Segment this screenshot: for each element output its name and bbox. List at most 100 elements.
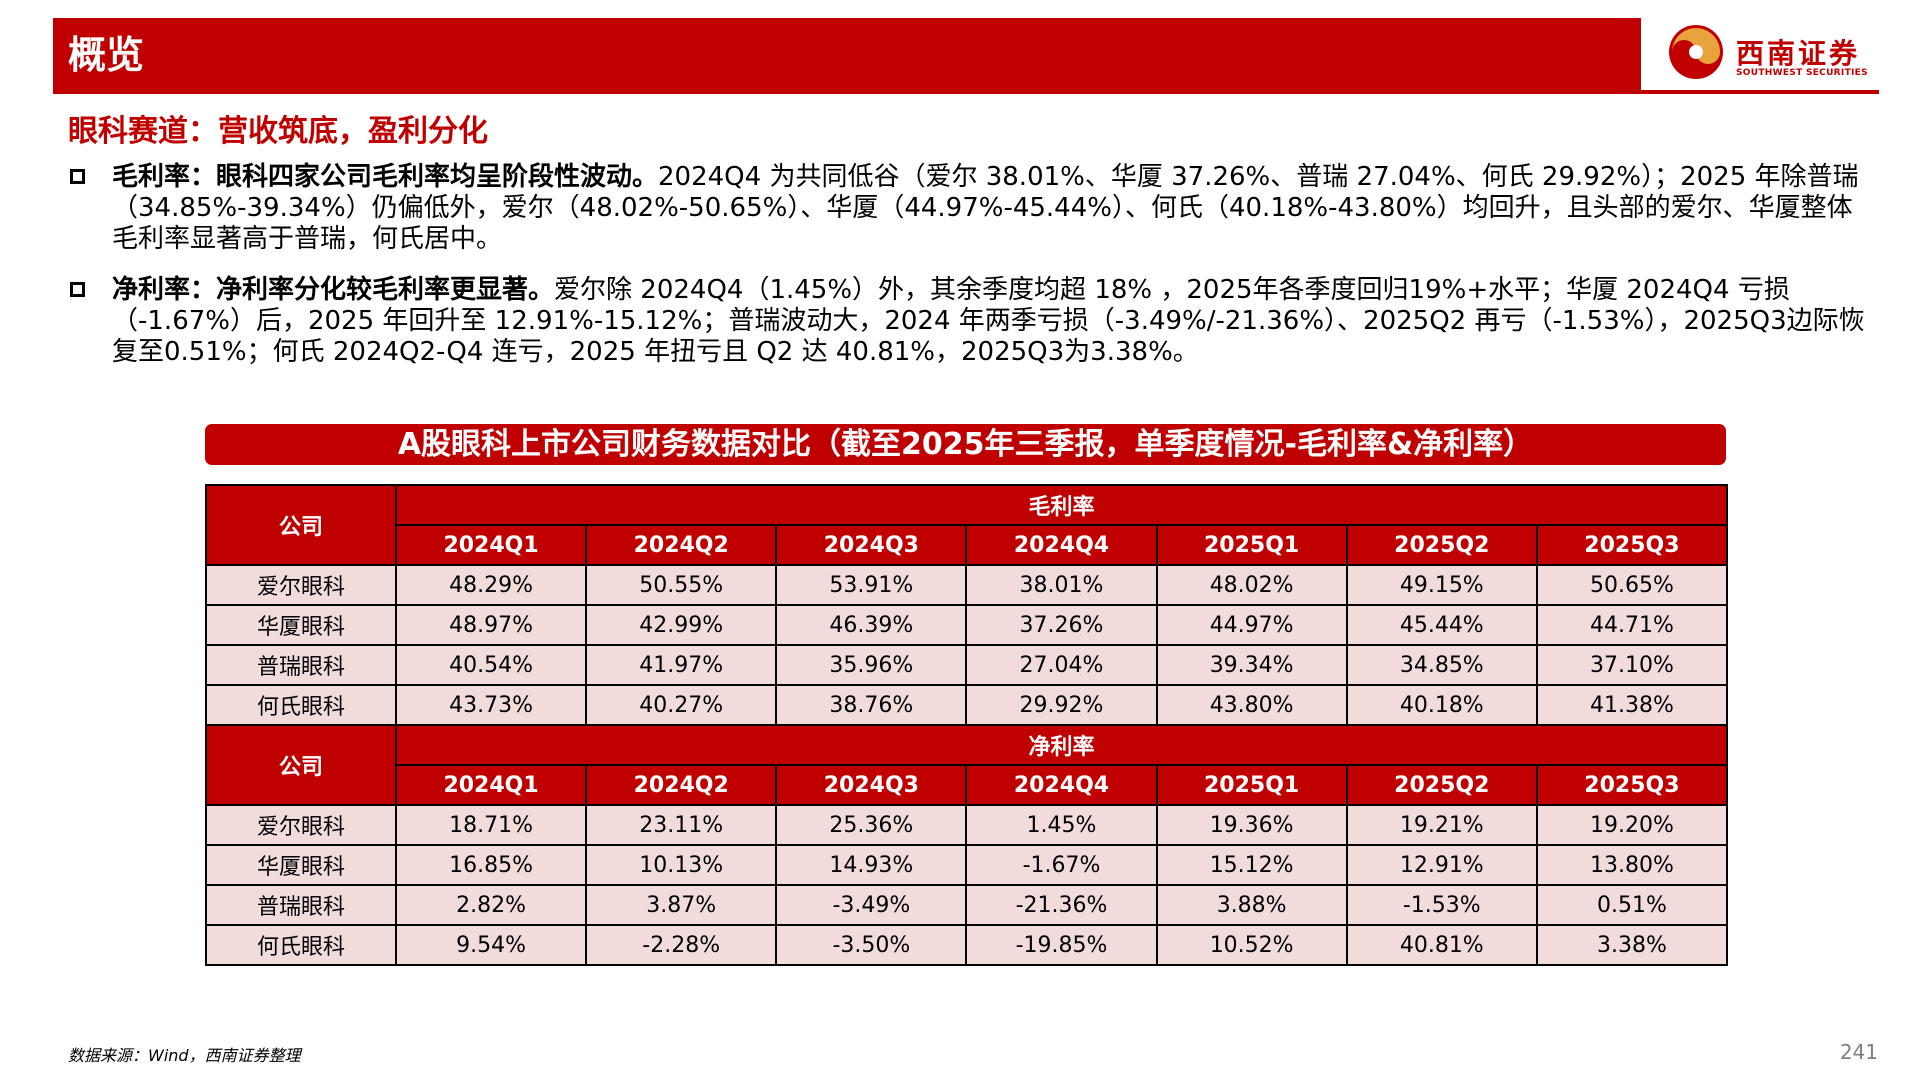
value-cell: 43.80% <box>1155 684 1348 726</box>
company-name-cell: 普瑞眼科 <box>205 884 397 926</box>
metric-header: 净利率 <box>395 724 1728 766</box>
value-cell: 46.39% <box>775 604 968 646</box>
bullet-box-icon <box>70 169 85 184</box>
value-cell: 40.27% <box>585 684 778 726</box>
logo-emblem-icon <box>1669 25 1723 79</box>
value-cell: 18.71% <box>394 804 588 846</box>
financial-table: 公司 毛利率 2024Q1 2024Q2 2024Q3 2024Q4 2025Q1 2025Q… <box>205 484 1729 966</box>
value-cell: 19.36% <box>1155 804 1348 846</box>
logo-text-en: SOUTHWEST SECURITIES <box>1736 68 1868 78</box>
metric-header: 毛利率 <box>395 484 1728 526</box>
quarter-header: 2024Q1 <box>394 524 588 566</box>
value-cell: -3.49% <box>775 884 968 926</box>
value-cell: -2.28% <box>585 924 778 966</box>
value-cell: 37.26% <box>965 604 1158 646</box>
value-cell: 13.80% <box>1535 844 1729 886</box>
logo-text-cn: 西南证券 <box>1736 37 1861 70</box>
data-source-note: 数据来源：Wind，西南证券整理 <box>68 1046 301 1065</box>
quarter-header: 2024Q2 <box>585 764 778 806</box>
value-cell: 3.88% <box>1155 884 1348 926</box>
table-row: 普瑞眼科 2.82% 3.87% -3.49% -21.36% 3.88% -1.53% 0.… <box>205 884 1729 926</box>
company-name-cell: 何氏眼科 <box>205 684 397 726</box>
value-cell: 10.52% <box>1155 924 1348 966</box>
company-name-cell: 何氏眼科 <box>205 924 397 966</box>
value-cell: 3.87% <box>585 884 778 926</box>
value-cell: 38.01% <box>965 564 1158 606</box>
value-cell: 38.76% <box>775 684 968 726</box>
value-cell: 42.99% <box>585 604 778 646</box>
header-divider <box>53 90 1879 94</box>
value-cell: 37.10% <box>1535 644 1729 686</box>
bullet-lead: 净利率：净利率分化较毛利率更显著。 <box>112 275 555 305</box>
value-cell: 48.29% <box>394 564 588 606</box>
bullet-box-icon <box>70 282 85 297</box>
bullet-body: 爱尔除 2024Q4（1.45%）外，其余季度均超 18% ，2025年各季度回… <box>112 275 1865 367</box>
table-row: 爱尔眼科 48.29% 50.55% 53.91% 38.01% 48.02% 49.15%… <box>205 564 1729 606</box>
bullet-body: 2024Q4 为共同低谷（爱尔 38.01%、华厦 37.26%、普瑞 27.0… <box>112 162 1859 254</box>
value-cell: 35.96% <box>775 644 968 686</box>
quarter-header: 2025Q2 <box>1345 764 1538 806</box>
section-title: 眼科赛道：营收筑底，盈利分化 <box>68 114 488 149</box>
page-title: 概览 <box>68 33 145 77</box>
company-name-cell: 爱尔眼科 <box>205 564 397 606</box>
value-cell: -1.67% <box>965 844 1158 886</box>
value-cell: 25.36% <box>775 804 968 846</box>
value-cell: 49.15% <box>1345 564 1538 606</box>
table-title: A股眼科上市公司财务数据对比（截至2025年三季报，单季度情况-毛利率&净利率） <box>205 424 1726 465</box>
table-row: 何氏眼科 9.54% -2.28% -3.50% -19.85% 10.52% 40.81%… <box>205 924 1729 966</box>
company-name-cell: 华厦眼科 <box>205 844 397 886</box>
value-cell: 40.54% <box>394 644 588 686</box>
table-header-row: 公司 净利率 <box>205 724 1728 806</box>
value-cell: 19.21% <box>1345 804 1538 846</box>
value-cell: -3.50% <box>775 924 968 966</box>
quarter-header: 2024Q3 <box>775 524 968 566</box>
value-cell: 45.44% <box>1345 604 1538 646</box>
value-cell: -21.36% <box>965 884 1158 926</box>
quarter-header: 2024Q2 <box>585 524 778 566</box>
bullet-gross-margin: 毛利率：眼科四家公司毛利率均呈阶段性波动。2024Q4 为共同低谷（爱尔 38.… <box>68 162 1868 255</box>
header-bar <box>53 18 1641 92</box>
value-cell: -19.85% <box>965 924 1158 966</box>
bullet-text: 毛利率：眼科四家公司毛利率均呈阶段性波动。2024Q4 为共同低谷（爱尔 38.… <box>112 162 1868 255</box>
value-cell: 40.18% <box>1345 684 1538 726</box>
value-cell: 53.91% <box>775 564 968 606</box>
value-cell: 40.81% <box>1345 924 1538 966</box>
table-header-row: 公司 毛利率 <box>205 484 1728 566</box>
value-cell: 9.54% <box>394 924 588 966</box>
quarter-header: 2025Q1 <box>1155 524 1348 566</box>
value-cell: 1.45% <box>965 804 1158 846</box>
value-cell: -1.53% <box>1345 884 1538 926</box>
table-row: 华厦眼科 16.85% 10.13% 14.93% -1.67% 15.12% 12.91%… <box>205 844 1729 886</box>
bullet-lead: 毛利率：眼科四家公司毛利率均呈阶段性波动。 <box>112 162 659 192</box>
value-cell: 48.97% <box>394 604 588 646</box>
bullet-text: 净利率：净利率分化较毛利率更显著。爱尔除 2024Q4（1.45%）外，其余季度… <box>112 275 1868 368</box>
company-header: 公司 <box>205 484 397 566</box>
table-row: 爱尔眼科 18.71% 23.11% 25.36% 1.45% 19.36% 19.21% 1… <box>205 804 1729 846</box>
value-cell: 16.85% <box>394 844 588 886</box>
value-cell: 44.71% <box>1535 604 1729 646</box>
table-row: 华厦眼科 48.97% 42.99% 46.39% 37.26% 44.97% 45.44%… <box>205 604 1729 646</box>
value-cell: 43.73% <box>394 684 588 726</box>
quarter-header: 2024Q3 <box>775 764 968 806</box>
quarter-header: 2024Q4 <box>965 764 1158 806</box>
value-cell: 0.51% <box>1535 884 1729 926</box>
value-cell: 3.38% <box>1535 924 1729 966</box>
value-cell: 41.97% <box>585 644 778 686</box>
company-logo: 西南证券 SOUTHWEST SECURITIES <box>1660 18 1880 88</box>
page-number: 241 <box>1839 1040 1878 1064</box>
quarter-header-row: 2024Q1 2024Q2 2024Q3 2024Q4 2025Q1 2025Q2 2025… <box>206 764 1729 806</box>
value-cell: 2.82% <box>394 884 588 926</box>
table-row: 何氏眼科 43.73% 40.27% 38.76% 29.92% 43.80% 40.18%… <box>205 684 1729 726</box>
quarter-header: 2025Q3 <box>1535 524 1729 566</box>
quarter-header-row: 2024Q1 2024Q2 2024Q3 2024Q4 2025Q1 2025Q2 2025… <box>206 524 1729 566</box>
value-cell: 10.13% <box>585 844 778 886</box>
value-cell: 27.04% <box>965 644 1158 686</box>
company-name-cell: 爱尔眼科 <box>205 804 397 846</box>
value-cell: 50.65% <box>1535 564 1729 606</box>
quarter-header: 2025Q2 <box>1345 524 1538 566</box>
value-cell: 15.12% <box>1155 844 1348 886</box>
value-cell: 12.91% <box>1345 844 1538 886</box>
quarter-header: 2025Q1 <box>1155 764 1348 806</box>
table-row: 普瑞眼科 40.54% 41.97% 35.96% 27.04% 39.34% 34.85%… <box>205 644 1729 686</box>
value-cell: 23.11% <box>585 804 778 846</box>
